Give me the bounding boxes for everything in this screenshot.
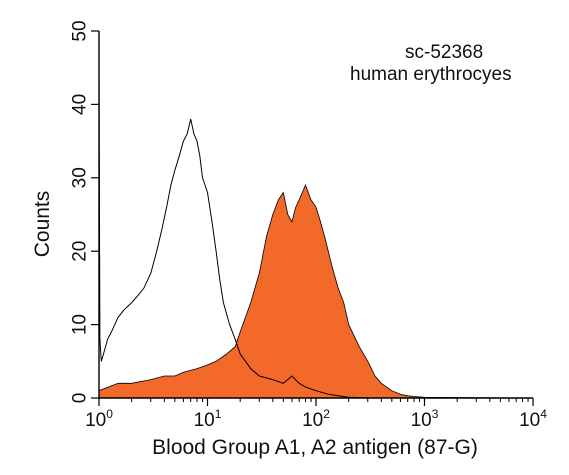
- y-tick-label: 50: [70, 20, 91, 41]
- x-axis-title: Blood Group A1, A2 antigen (87-G): [152, 436, 478, 459]
- y-tick-label: 20: [70, 241, 91, 262]
- x-tick-label: 100: [85, 407, 113, 431]
- y-tick-label: 0: [70, 393, 91, 404]
- x-tick-label: 102: [302, 407, 330, 431]
- histogram-outline-series: [98, 67, 368, 399]
- y-axis-title: Counts: [31, 191, 54, 258]
- x-tick-label: 104: [519, 407, 547, 431]
- x-tick-label: 103: [411, 407, 439, 431]
- annotation-line-1: sc-52368: [405, 42, 483, 63]
- annotation-line-2: human erythrocyes: [350, 64, 512, 85]
- y-tick-label: 10: [70, 314, 91, 335]
- y-tick-label: 30: [70, 167, 91, 188]
- y-tick-label: 40: [70, 94, 91, 115]
- histogram-filled-series: [98, 184, 534, 399]
- x-tick-label: 101: [194, 407, 222, 431]
